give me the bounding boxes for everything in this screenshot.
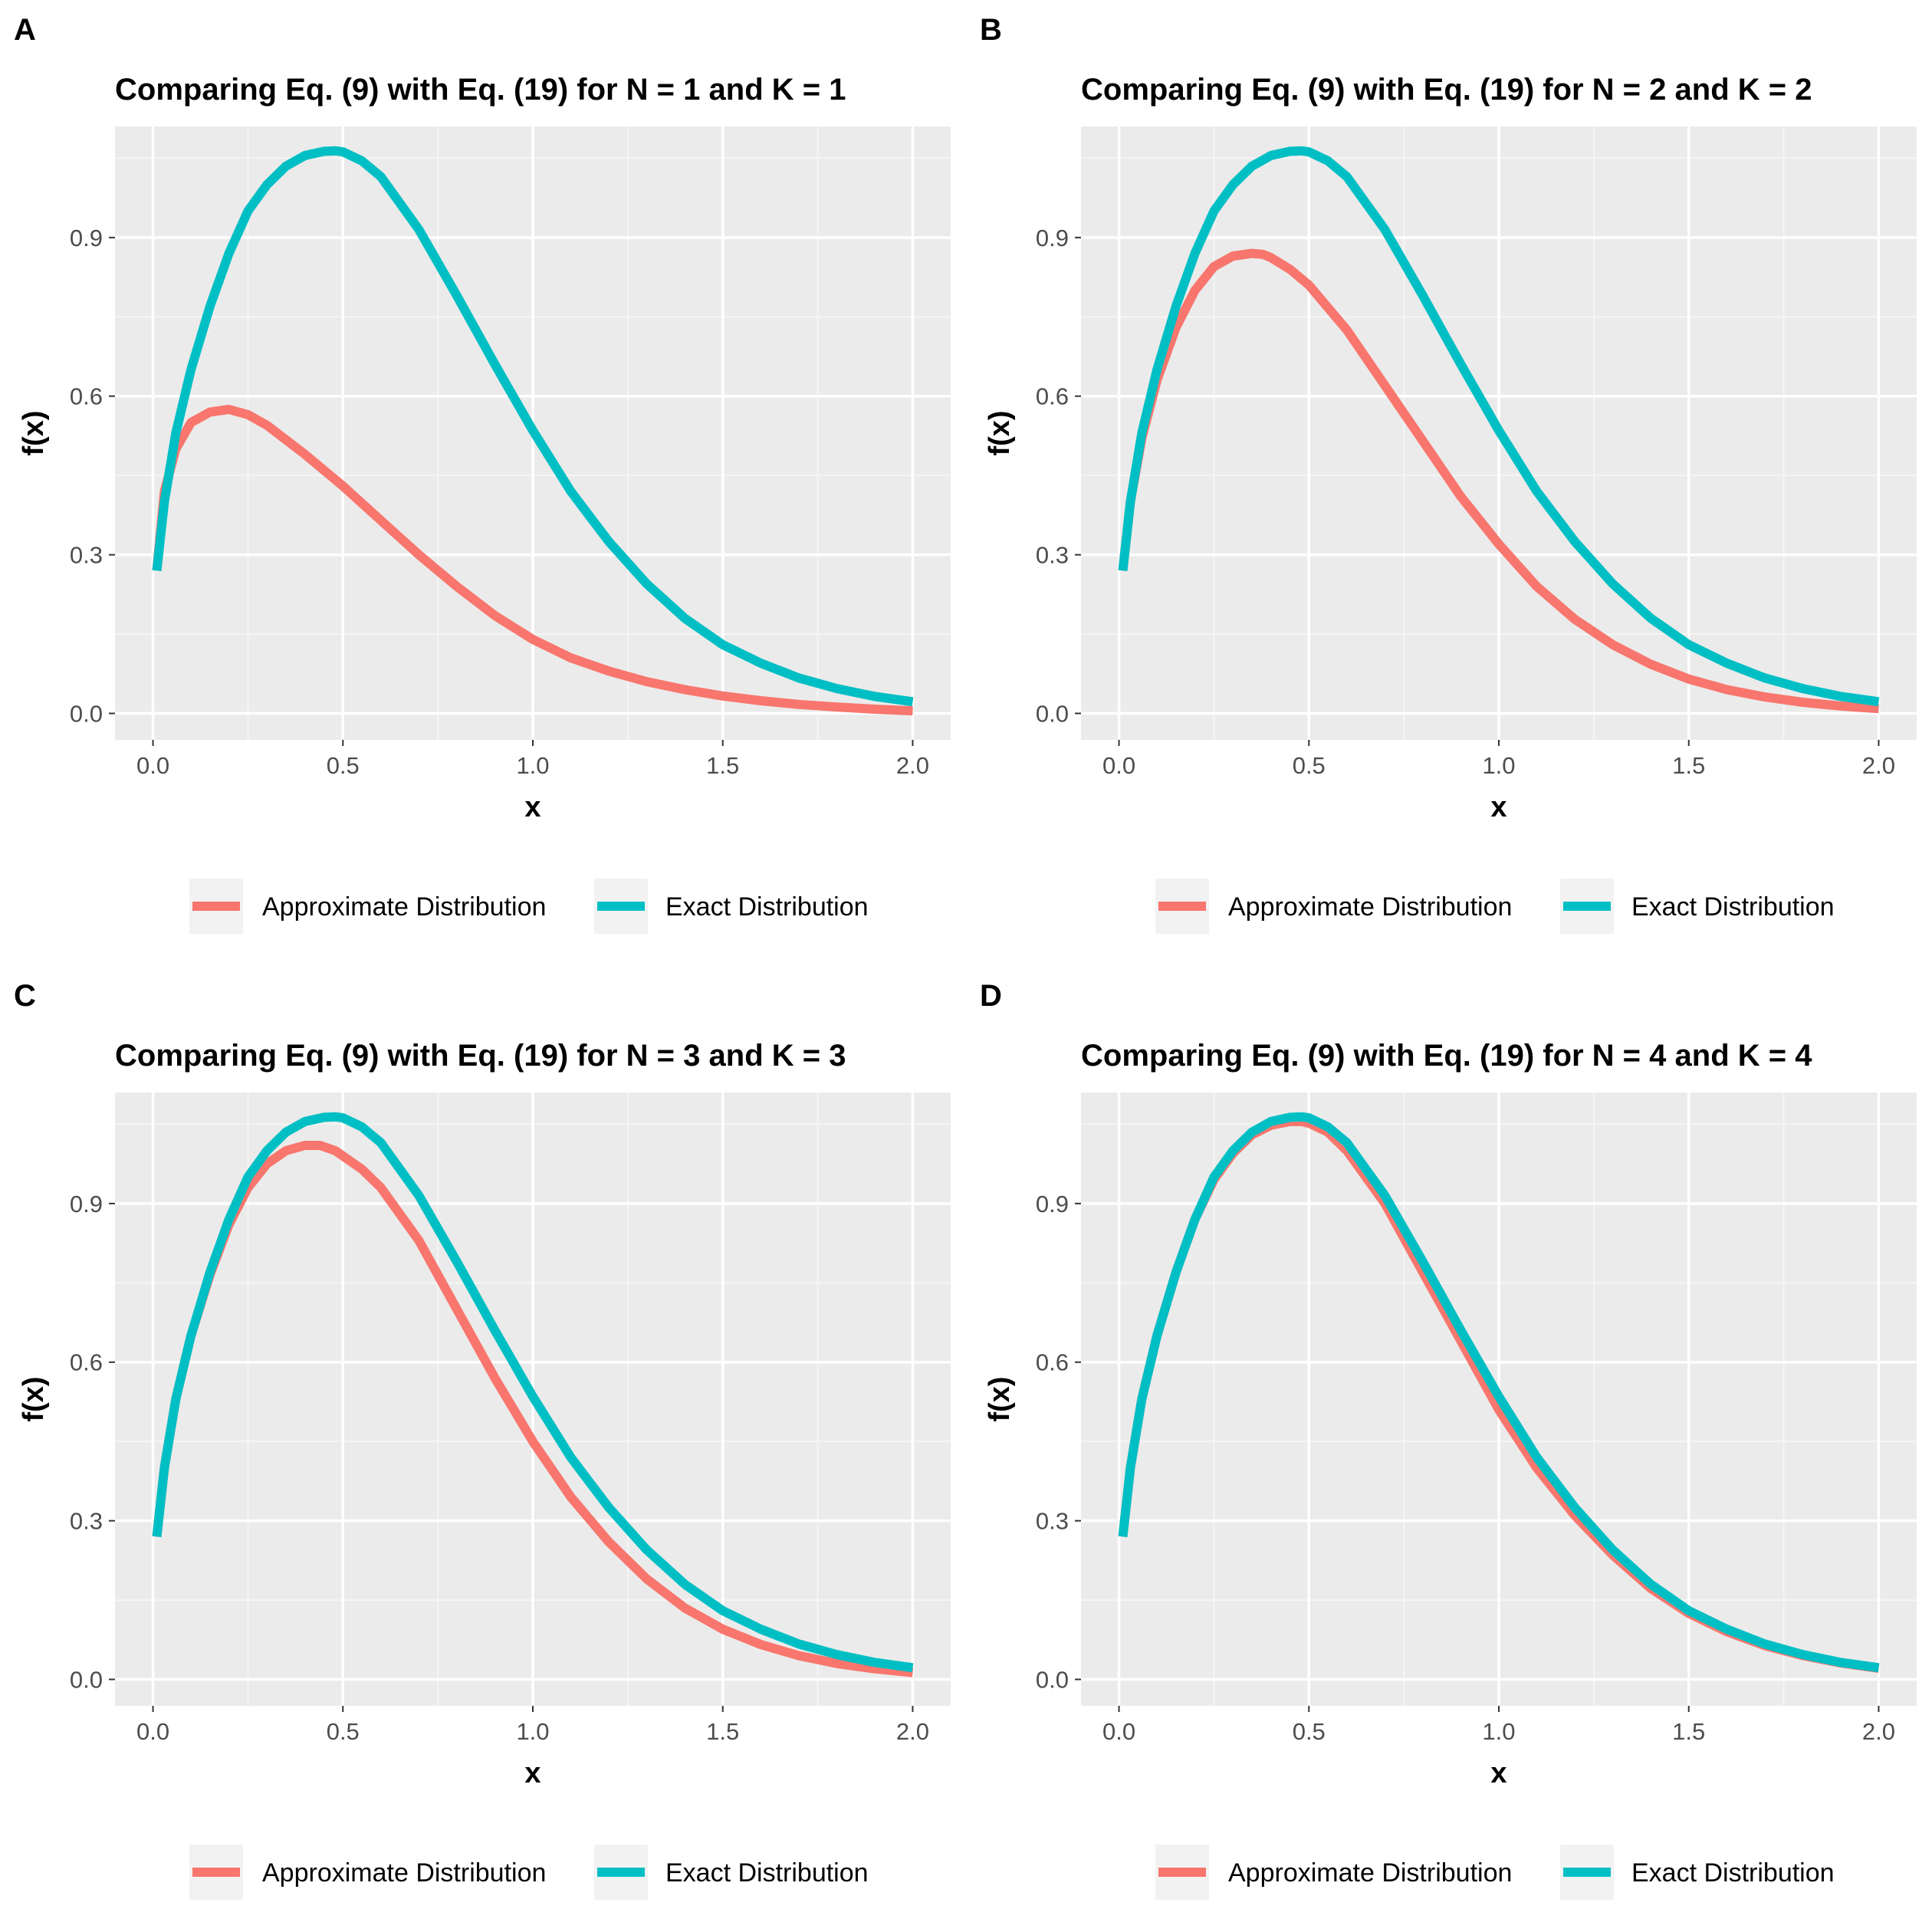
x-axis-title: x xyxy=(1490,791,1506,823)
x-tick-label: 1.5 xyxy=(706,752,739,779)
y-tick-label: 0.0 xyxy=(1036,701,1069,728)
x-tick-label: 0.5 xyxy=(1293,752,1326,779)
legend-label-exact: Exact Distribution xyxy=(665,892,869,922)
x-axis-title: x xyxy=(524,791,540,823)
legend: Approximate Distribution Exact Distributi… xyxy=(1155,1845,1835,1900)
legend: Approximate Distribution Exact Distributi… xyxy=(189,879,869,934)
y-tick-label: 0.9 xyxy=(1036,1191,1069,1217)
y-axis-title: f(x) xyxy=(18,410,50,455)
y-tick-label: 0.6 xyxy=(70,1349,103,1376)
legend: Approximate Distribution Exact Distributi… xyxy=(1155,879,1835,934)
panel-letter: D xyxy=(980,979,1002,1013)
x-tick-label: 1.0 xyxy=(516,1718,549,1745)
legend-label-exact: Exact Distribution xyxy=(1631,1858,1835,1888)
y-tick-label: 0.3 xyxy=(1036,542,1069,569)
x-tick-label: 1.5 xyxy=(706,1718,739,1745)
x-tick-label: 1.5 xyxy=(1672,1718,1705,1745)
legend: Approximate Distribution Exact Distributi… xyxy=(189,1845,869,1900)
legend-label-exact: Exact Distribution xyxy=(1631,892,1835,922)
x-tick-label: 1.5 xyxy=(1672,752,1705,779)
y-tick-label: 0.6 xyxy=(1036,383,1069,410)
x-axis-title: x xyxy=(524,1757,540,1789)
x-tick-label: 0.0 xyxy=(136,752,169,779)
x-tick-label: 2.0 xyxy=(1862,752,1895,779)
y-tick-label: 0.9 xyxy=(70,1191,103,1217)
panel-a: A Comparing Eq. (9) with Eq. (19) for N =… xyxy=(14,13,951,934)
x-tick-label: 2.0 xyxy=(896,752,929,779)
panel-title: Comparing Eq. (9) with Eq. (19) for N = … xyxy=(1081,1039,1812,1073)
x-axis-title: x xyxy=(1490,1757,1506,1789)
series-line-approximate xyxy=(152,405,913,716)
x-tick-label: 0.5 xyxy=(327,1718,360,1745)
x-tick-label: 1.0 xyxy=(1482,752,1515,779)
series-line-exact xyxy=(1118,146,1880,707)
x-tick-label: 0.5 xyxy=(1293,1718,1326,1745)
y-axis-title: f(x) xyxy=(18,1376,50,1421)
panel-letter: A xyxy=(14,13,36,47)
panel-b: B Comparing Eq. (9) with Eq. (19) for N =… xyxy=(980,13,1917,934)
y-tick-label: 0.3 xyxy=(70,1508,103,1535)
x-tick-label: 0.0 xyxy=(136,1718,169,1745)
x-tick-label: 1.0 xyxy=(516,752,549,779)
y-tick-label: 0.6 xyxy=(1036,1349,1069,1376)
y-tick-label: 0.3 xyxy=(70,542,103,569)
y-axis-title: f(x) xyxy=(984,1376,1016,1421)
legend-label-approximate: Approximate Distribution xyxy=(1228,1858,1512,1888)
panel-letter: C xyxy=(14,979,36,1013)
y-tick-label: 0.9 xyxy=(1036,225,1069,251)
legend-label-approximate: Approximate Distribution xyxy=(262,892,546,922)
x-tick-label: 2.0 xyxy=(1862,1718,1895,1745)
legend-label-approximate: Approximate Distribution xyxy=(262,1858,546,1888)
x-tick-label: 2.0 xyxy=(896,1718,929,1745)
x-tick-label: 0.0 xyxy=(1102,752,1135,779)
y-tick-label: 0.0 xyxy=(70,701,103,728)
panel-c: C Comparing Eq. (9) with Eq. (19) for N =… xyxy=(14,979,951,1900)
y-tick-label: 0.6 xyxy=(70,383,103,410)
series-line-exact xyxy=(152,146,914,707)
x-tick-label: 0.5 xyxy=(327,752,360,779)
legend-label-exact: Exact Distribution xyxy=(665,1858,869,1888)
panel-title: Comparing Eq. (9) with Eq. (19) for N = … xyxy=(115,1039,846,1073)
series-line-exact xyxy=(1118,1112,1880,1673)
y-tick-label: 0.0 xyxy=(70,1667,103,1694)
panel-title: Comparing Eq. (9) with Eq. (19) for N = … xyxy=(115,73,846,107)
y-axis-title: f(x) xyxy=(984,410,1016,455)
panel-letter: B xyxy=(980,13,1002,47)
series-line-approximate xyxy=(1118,248,1879,714)
y-tick-label: 0.3 xyxy=(1036,1508,1069,1535)
series-line-exact xyxy=(152,1112,914,1673)
panel-d: D Comparing Eq. (9) with Eq. (19) for N =… xyxy=(980,979,1917,1900)
x-tick-label: 0.0 xyxy=(1102,1718,1135,1745)
panel-title: Comparing Eq. (9) with Eq. (19) for N = … xyxy=(1081,73,1812,107)
y-tick-label: 0.0 xyxy=(1036,1667,1069,1694)
x-tick-label: 1.0 xyxy=(1482,1718,1515,1745)
y-tick-label: 0.9 xyxy=(70,225,103,251)
legend-label-approximate: Approximate Distribution xyxy=(1228,892,1512,922)
